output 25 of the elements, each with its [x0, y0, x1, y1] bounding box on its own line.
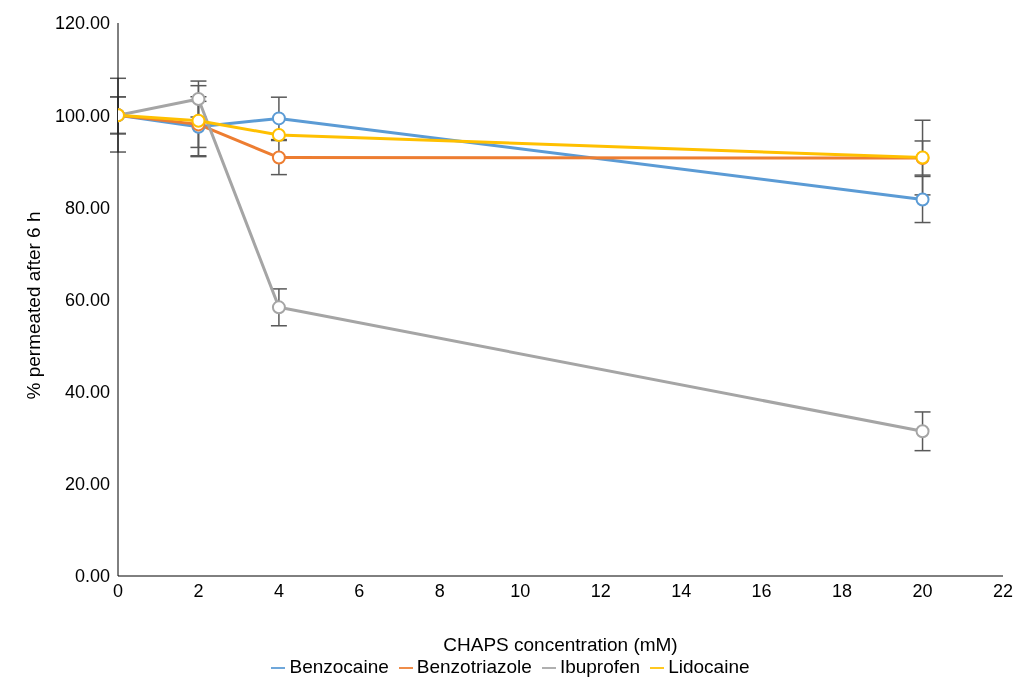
x-tick-label: 10: [510, 580, 531, 601]
y-tick-label: 80.00: [64, 197, 110, 218]
x-tick-label: 18: [832, 580, 853, 601]
x-tick-label: 16: [751, 580, 772, 601]
x-tick-label: 20: [912, 580, 933, 601]
y-tick-label: 0.00: [74, 566, 110, 587]
legend-label: Benzotriazole: [416, 656, 532, 677]
x-tick-label: 2: [193, 580, 204, 601]
x-tick-label: 22: [992, 580, 1014, 601]
x-tick-label: 14: [671, 580, 692, 601]
x-axis-title: CHAPS concentration (mM): [443, 634, 678, 655]
legend-label: Lidocaine: [668, 656, 750, 677]
y-tick-label: 100.00: [54, 105, 110, 126]
y-tick-label: 20.00: [64, 474, 110, 495]
x-tick-label: 8: [434, 580, 445, 601]
x-tick-label: 0: [112, 580, 124, 601]
legend-label: Benzocaine: [289, 656, 389, 677]
y-tick-label: 120.00: [54, 13, 110, 34]
y-tick-label: 40.00: [64, 382, 110, 403]
y-tick-label: 60.00: [64, 289, 110, 310]
x-tick-label: 4: [273, 580, 284, 601]
legend-label: Ibuprofen: [559, 656, 641, 677]
x-tick-label: 6: [354, 580, 365, 601]
y-axis-title: % permeated after 6 h: [22, 211, 44, 400]
x-tick-label: 12: [590, 580, 611, 601]
